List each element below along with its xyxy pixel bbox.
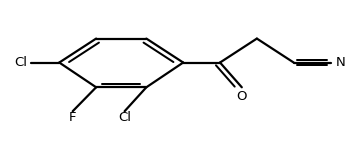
- Text: N: N: [336, 56, 345, 69]
- Text: O: O: [237, 90, 247, 103]
- Text: Cl: Cl: [14, 56, 27, 69]
- Text: F: F: [69, 111, 76, 124]
- Text: Cl: Cl: [118, 111, 131, 124]
